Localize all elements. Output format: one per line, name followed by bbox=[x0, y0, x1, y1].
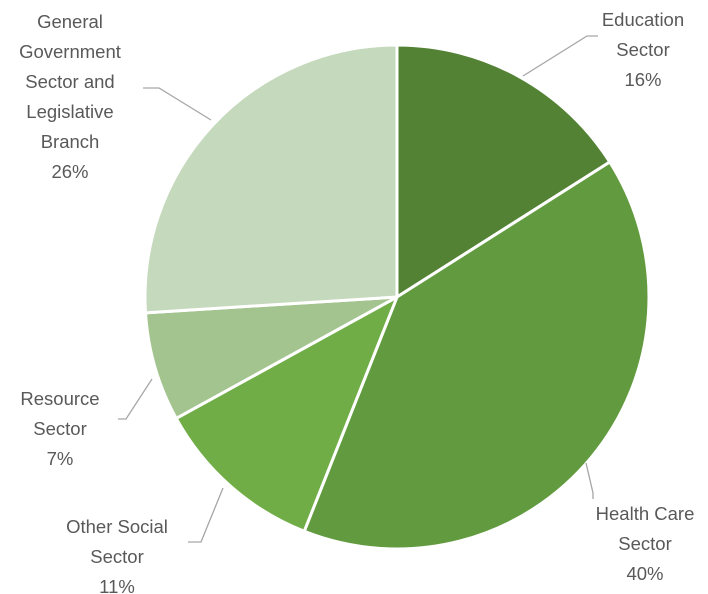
data-label-health-care-sector: Health Care Sector 40% bbox=[596, 503, 695, 584]
leader-line-resource-sector bbox=[118, 378, 153, 420]
data-label-text: Other Social bbox=[66, 516, 168, 537]
pie-slice-health-care-sector bbox=[302, 160, 651, 551]
data-label-text: Health Care bbox=[596, 503, 695, 524]
data-label-education-sector: Education Sector 16% bbox=[602, 9, 684, 90]
data-label-percent: 40% bbox=[626, 563, 663, 584]
leader-line-other-social-sector bbox=[188, 487, 224, 543]
data-label-text: Branch bbox=[41, 131, 100, 152]
pie-slices bbox=[143, 43, 651, 551]
data-label-percent: 16% bbox=[624, 69, 661, 90]
data-label-resource-sector: Resource Sector 7% bbox=[20, 388, 99, 469]
leader-line-education-sector bbox=[522, 35, 598, 77]
data-labels: Education Sector 16% Health Care Sector 40% Ot… bbox=[19, 9, 694, 594]
data-label-general-government-sector-and-legislative-branch: General Government Sector and Legislative Br… bbox=[19, 11, 121, 182]
leader-line-general-government-sector-and-legislative-branch bbox=[143, 87, 212, 121]
pie-slice-resource-sector bbox=[144, 295, 399, 420]
data-label-text: Sector and bbox=[25, 71, 114, 92]
pie-slice-other-social-sector bbox=[174, 295, 399, 533]
data-label-text: Sector bbox=[90, 546, 143, 567]
data-label-text: General bbox=[37, 11, 103, 32]
leader-lines bbox=[118, 35, 598, 543]
data-label-text: Sector bbox=[618, 533, 671, 554]
data-label-text: Government bbox=[19, 41, 121, 62]
data-label-text: Sector bbox=[33, 418, 86, 439]
data-label-percent: 26% bbox=[51, 161, 88, 182]
data-label-text: Education bbox=[602, 9, 684, 30]
leader-line-health-care-sector bbox=[585, 462, 594, 499]
data-label-percent: 11% bbox=[99, 576, 135, 594]
data-label-text: Sector bbox=[616, 39, 669, 60]
data-label-text: Resource bbox=[20, 388, 99, 409]
data-label-other-social-sector: Other Social Sector 11% bbox=[66, 516, 168, 594]
data-label-text: Legislative bbox=[26, 101, 113, 122]
data-label-percent: 7% bbox=[47, 448, 74, 469]
pie-slice-education-sector bbox=[395, 43, 612, 299]
pie-slice-general-government-sector-and-legislative-branch bbox=[143, 43, 399, 315]
